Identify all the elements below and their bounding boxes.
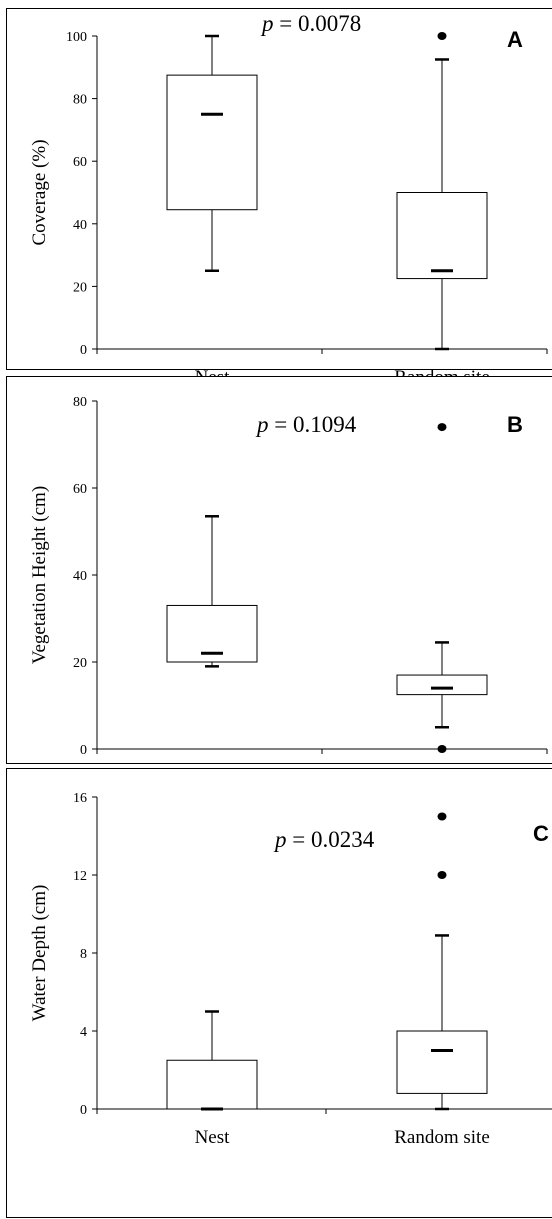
iqr-box — [396, 192, 488, 280]
y-tick-label: 60 — [73, 482, 87, 497]
p-value-text: = 0.0234 — [287, 827, 375, 852]
category-label: Random site — [394, 1127, 490, 1148]
box-random-site — [396, 423, 488, 753]
p-value-annotation: p = 0.1094 — [255, 412, 357, 437]
y-tick-label: 0 — [80, 743, 87, 758]
box-nest — [166, 34, 258, 272]
panel-letter: B — [507, 412, 523, 437]
panel-letter: A — [507, 27, 523, 52]
p-value-annotation: p = 0.0078 — [260, 11, 361, 36]
y-tick-label: 20 — [73, 656, 87, 671]
iqr-box — [166, 1059, 258, 1110]
y-tick-label: 80 — [73, 93, 87, 108]
outlier-point — [437, 745, 447, 753]
y-axis-title: Water Depth (cm) — [29, 885, 50, 1022]
p-symbol: p — [255, 412, 269, 437]
y-tick-label: 0 — [80, 1103, 87, 1118]
y-tick-label: 0 — [80, 343, 87, 358]
y-tick-label: 8 — [80, 947, 87, 962]
outlier-point — [437, 423, 447, 432]
p-value-text: = 0.0078 — [274, 11, 362, 36]
y-tick-label: 40 — [73, 218, 87, 233]
iqr-box — [166, 74, 258, 211]
outlier-point — [437, 32, 447, 40]
box-nest — [166, 515, 258, 668]
y-tick-label: 12 — [73, 869, 87, 884]
y-tick-label: 16 — [73, 791, 87, 806]
box-random-site — [396, 32, 488, 351]
chart-water-depth-svg: 0 4 8 12 16 Water Depth (cm) Nest Random site p … — [29, 791, 552, 1148]
y-tick-label: 100 — [66, 30, 87, 45]
p-symbol: p — [260, 11, 274, 36]
y-tick-label: 4 — [80, 1025, 87, 1040]
y-tick-label: 20 — [73, 280, 87, 295]
iqr-box — [396, 674, 488, 696]
y-axis-title: Vegetation Height (cm) — [29, 486, 50, 664]
outlier-point — [437, 812, 447, 821]
p-symbol: p — [273, 827, 287, 852]
y-axis-title: Coverage (%) — [29, 139, 50, 245]
y-tick-label: 80 — [73, 395, 87, 410]
y-tick-label: 60 — [73, 155, 87, 170]
box-nest — [166, 1010, 258, 1111]
p-value-text: = 0.1094 — [269, 412, 357, 437]
y-tick-label: 40 — [73, 569, 87, 584]
category-label: Nest — [195, 1127, 231, 1148]
panel-water-depth: 0 4 8 12 16 Water Depth (cm) Nest Random site p … — [6, 768, 552, 1218]
iqr-box — [396, 1030, 488, 1094]
box-random-site — [396, 812, 488, 1111]
panel-letter: C — [533, 821, 549, 846]
p-value-annotation: p = 0.0234 — [273, 827, 375, 852]
outlier-point — [437, 871, 447, 879]
